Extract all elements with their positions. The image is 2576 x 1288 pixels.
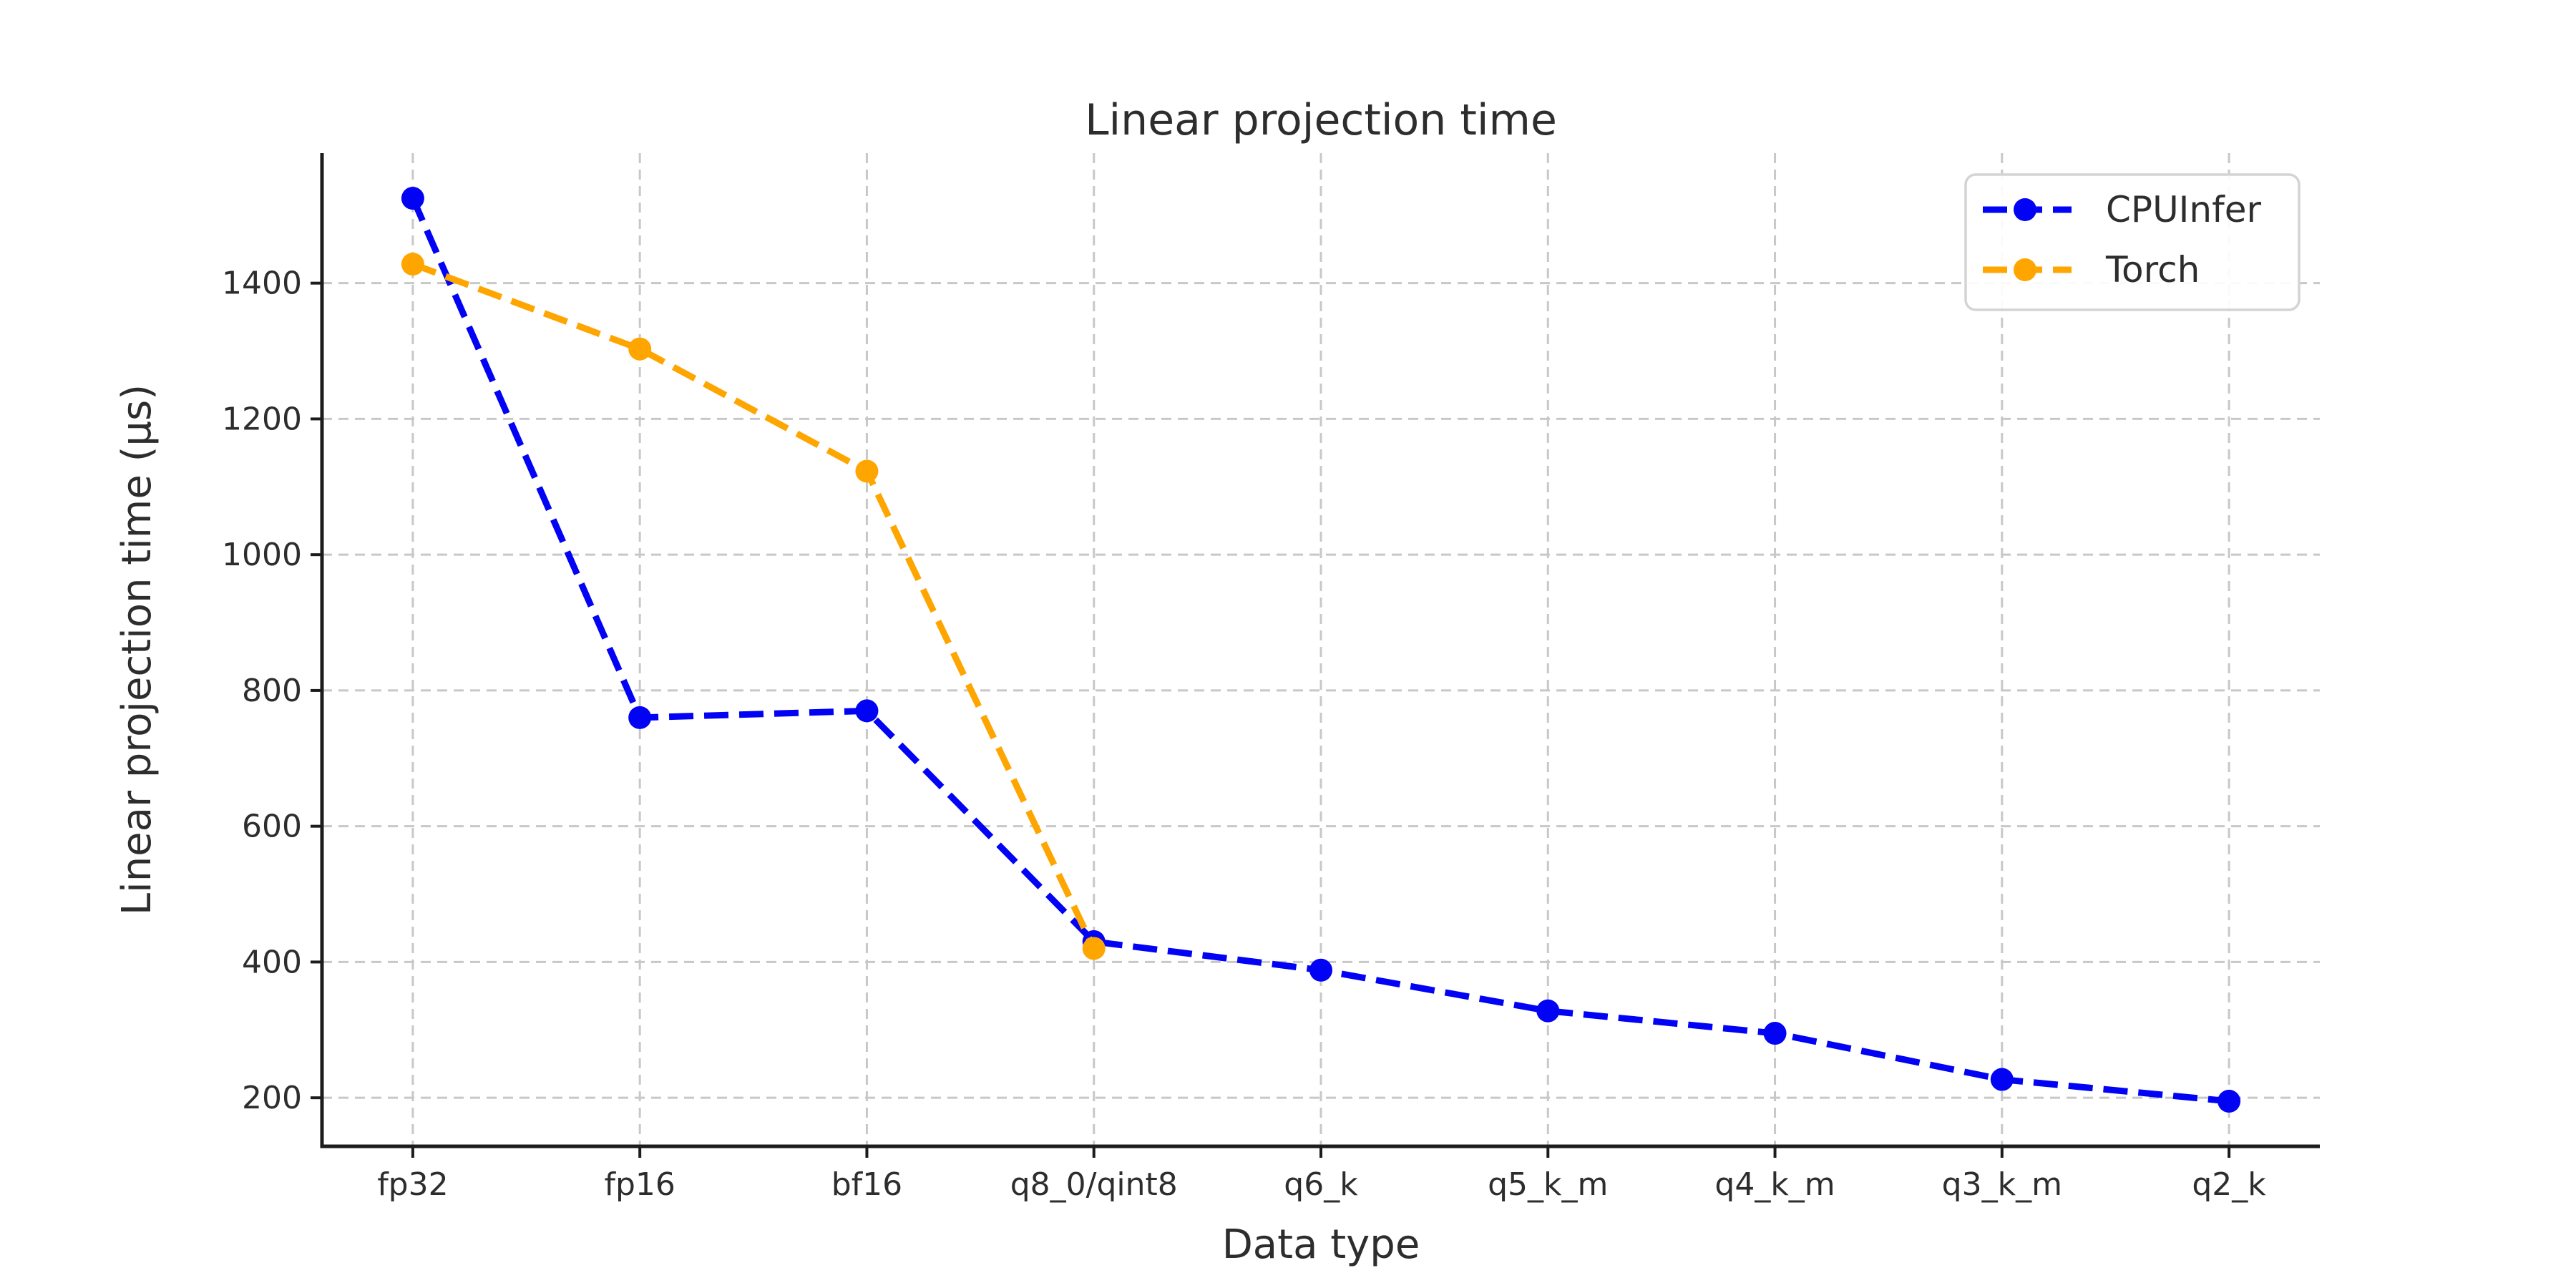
series-line-torch — [411, 260, 1097, 950]
data-point-marker-cpuinfer — [401, 187, 424, 210]
x-tick-label: fp32 — [377, 1166, 448, 1203]
data-point-marker-torch — [1082, 937, 1106, 960]
x-axis-label: Data type — [1222, 1221, 1420, 1268]
legend-label-torch: Torch — [2105, 249, 2200, 291]
y-tick-label: 1200 — [222, 401, 302, 437]
legend-sample-marker-torch — [2014, 258, 2036, 281]
legend-box — [1964, 173, 2301, 311]
x-tick-label: q5_k_m — [1488, 1166, 1608, 1203]
data-point-marker-torch — [401, 253, 424, 276]
data-point-marker-cpuinfer — [855, 699, 879, 723]
series-layer — [401, 187, 2241, 1113]
data-point-marker-cpuinfer — [2218, 1089, 2241, 1113]
y-tick-label: 1400 — [222, 265, 302, 302]
data-point-marker-cpuinfer — [1309, 958, 1332, 982]
data-point-marker-torch — [628, 337, 652, 361]
chart-title: Linear projection time — [1085, 95, 1557, 145]
y-tick-label: 200 — [242, 1080, 302, 1116]
data-point-marker-cpuinfer — [1763, 1022, 1787, 1045]
y-tick-label: 1000 — [222, 537, 302, 573]
data-point-marker-cpuinfer — [1536, 999, 1560, 1023]
legend-sample-marker-cpuinfer — [2014, 198, 2036, 221]
x-tick-label: q6_k — [1284, 1166, 1358, 1203]
x-tick-label: q4_k_m — [1714, 1166, 1835, 1203]
x-tick-label: q2_k — [2192, 1166, 2266, 1203]
y-tick-label: 600 — [242, 809, 302, 845]
legend-layer: CPUInfer Torch — [1964, 173, 2301, 311]
x-tick-label: bf16 — [831, 1166, 902, 1203]
data-point-marker-cpuinfer — [1990, 1068, 2014, 1091]
legend-label-cpuinfer: CPUInfer — [2106, 189, 2261, 230]
x-tick-label: q8_0/qint8 — [1010, 1166, 1178, 1203]
y-tick-label: 800 — [242, 673, 302, 709]
y-tick-label: 400 — [242, 944, 302, 980]
x-tick-label: fp16 — [604, 1166, 675, 1203]
axes-layer: 200 400 600 800 1000 1200 1400 fp32 fp16 bf16 q8_0… — [222, 153, 2320, 1203]
y-axis-label: Linear projection time (μs) — [114, 384, 160, 915]
x-tick-label: q3_k_m — [1942, 1166, 2062, 1203]
data-point-marker-torch — [855, 459, 879, 483]
data-point-marker-cpuinfer — [628, 706, 652, 729]
